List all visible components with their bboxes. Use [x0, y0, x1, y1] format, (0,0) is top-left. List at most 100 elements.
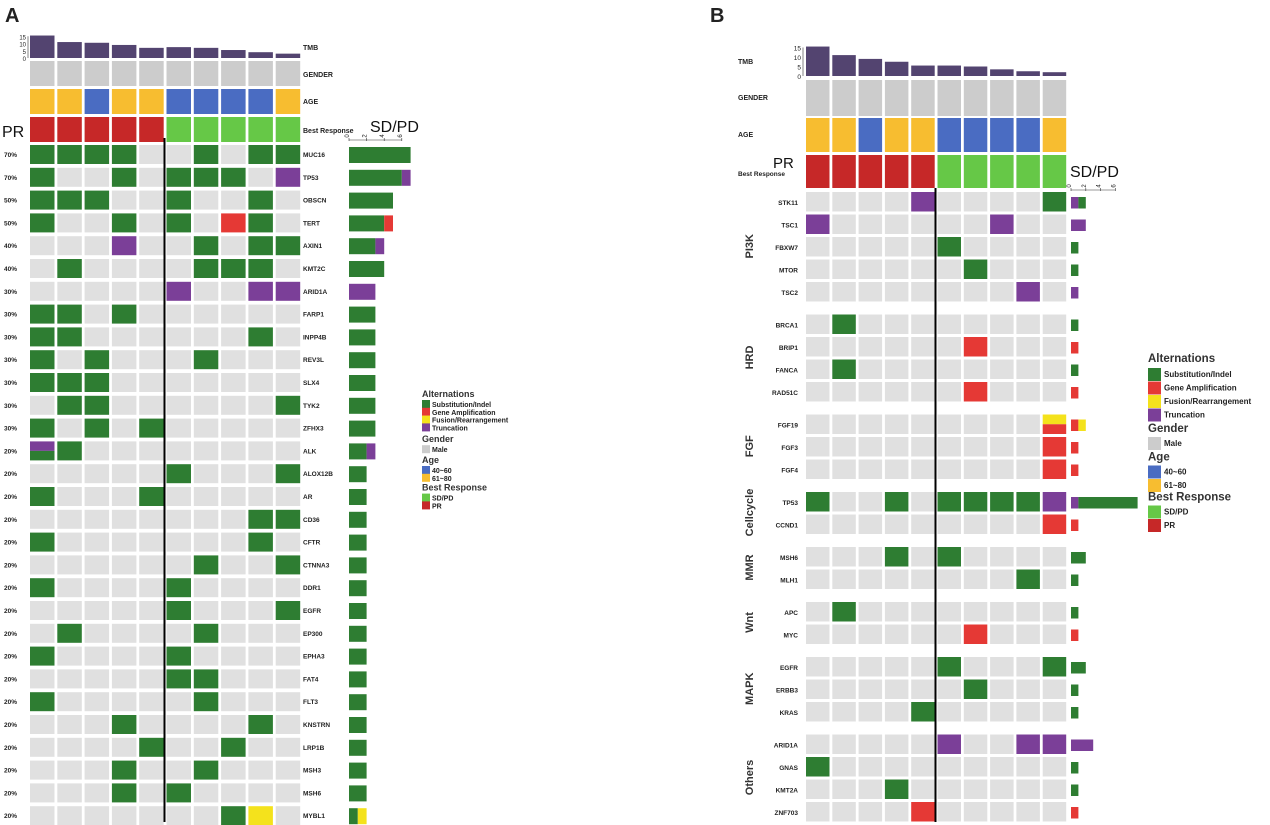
- mutation-cell: [911, 569, 935, 589]
- mutation-cell: [248, 692, 273, 712]
- mutation-cell: [806, 282, 830, 302]
- mutation-cell: [30, 623, 55, 643]
- mutation-cell: [1042, 657, 1067, 677]
- mutation-cell: [806, 657, 830, 677]
- mutation-cell: [30, 601, 55, 620]
- mutation-cell: [30, 350, 55, 370]
- mutation-cell: [911, 237, 935, 257]
- mutation-cell: [1042, 547, 1067, 567]
- frequency-bar-seg-0: [349, 557, 367, 574]
- mutation-cell: [221, 259, 246, 278]
- mutation-cell: [963, 624, 988, 644]
- mutation-cell: [221, 715, 246, 734]
- mutation-cell: [84, 236, 110, 256]
- mutation-cell: [990, 734, 1014, 754]
- mutation-cell: [963, 459, 988, 479]
- mutation-cell: [57, 646, 82, 666]
- mutation-cell: [221, 441, 246, 461]
- mutation-cell: [248, 578, 273, 598]
- mutation-cell: [166, 395, 191, 415]
- mutation-cell: [832, 702, 856, 722]
- gene-label: MSH6: [780, 555, 798, 562]
- mutation-cell: [806, 414, 830, 434]
- tmb-bar: [275, 53, 301, 58]
- mutation-cell: [858, 492, 883, 512]
- gene-percent: 20%: [4, 562, 17, 569]
- mutation-cell: [30, 487, 55, 506]
- gene-label: FGF19: [778, 423, 799, 430]
- pathway-label: PI3K: [744, 234, 756, 259]
- mutation-cell: [248, 737, 273, 757]
- mutation-cell: [858, 414, 883, 434]
- gene-label: FGF3: [781, 445, 798, 452]
- gene-label: BRIP1: [779, 345, 799, 352]
- gene-percent: 20%: [4, 654, 17, 661]
- mutation-cell: [963, 337, 988, 357]
- mutation-cell: [248, 601, 273, 620]
- bar-axis-tick-label: 6: [398, 134, 404, 138]
- mutation-cell: [221, 304, 246, 324]
- mutation-cell: [1016, 459, 1040, 479]
- mutation-cell: [275, 623, 301, 643]
- mutation-cell: [221, 806, 246, 825]
- mutation-cell: [111, 601, 137, 620]
- mutation-cell: [111, 692, 137, 712]
- mutation-cell: [166, 669, 191, 689]
- mutation-cell: [911, 624, 935, 644]
- annotation-label-tmb: TMB: [303, 45, 318, 52]
- mutation-cell: [990, 679, 1014, 699]
- mutation-cell: [111, 304, 137, 324]
- bar-axis-tick-label: 0: [345, 134, 351, 138]
- gene-percent: 20%: [4, 494, 17, 501]
- frequency-bar-seg-0: [349, 420, 376, 437]
- gene-label: KRAS: [780, 710, 799, 717]
- mutation-cell: [30, 281, 55, 301]
- gender-cell: [248, 61, 273, 86]
- mutation-cell: [990, 214, 1014, 234]
- mutation-cell: [111, 509, 137, 529]
- tmb-tick-label: 10: [19, 43, 26, 49]
- mutation-cell: [990, 414, 1014, 434]
- response-cell: [884, 155, 909, 188]
- mutation-cell: [1042, 359, 1067, 379]
- mutation-cell: [911, 757, 935, 777]
- legend-a-title-age: Age: [422, 455, 439, 465]
- tmb-tick-label: 15: [19, 35, 26, 41]
- mutation-cell: [1042, 569, 1067, 589]
- mutation-cell: [193, 487, 219, 506]
- mutation-cell: [1016, 679, 1040, 699]
- legend-title-gender: Gender: [1148, 423, 1189, 435]
- mutation-cell: [84, 464, 110, 484]
- mutation-cell: [57, 373, 82, 392]
- gene-percent: 20%: [4, 631, 17, 638]
- mutation-cell: [937, 624, 961, 644]
- mutation-cell: [884, 679, 909, 699]
- mutation-cell: [166, 692, 191, 712]
- age-cell: [84, 89, 110, 114]
- mutation-cell: [1042, 459, 1067, 479]
- mutation-cell: [111, 327, 137, 347]
- annotation-label-response: Best Response: [738, 171, 785, 178]
- mutation-cell: [1016, 757, 1040, 777]
- mutation-cell: [166, 760, 191, 780]
- legend-a-swatch: [422, 400, 430, 408]
- mutation-cell: [884, 547, 909, 567]
- mutation-cell: [248, 395, 273, 415]
- mutation-cell: [84, 418, 110, 438]
- mutation-cell: [884, 757, 909, 777]
- mutation-cell: [963, 382, 988, 402]
- mutation-cell: [57, 464, 82, 484]
- frequency-bar-seg-1: [366, 443, 376, 460]
- mutation-cell: [858, 437, 883, 457]
- frequency-bar-seg-1: [1078, 497, 1138, 509]
- mutation-cell: [84, 692, 110, 712]
- tmb-tick-label: 0: [797, 74, 801, 81]
- legend-swatch: [1148, 381, 1161, 395]
- mutation-cell: [806, 259, 830, 279]
- frequency-bar-seg-0: [349, 648, 367, 665]
- frequency-bar-seg-0: [349, 238, 376, 255]
- frequency-bar-seg-0: [349, 215, 385, 232]
- mutation-cell: [84, 737, 110, 757]
- mutation-cell: [84, 578, 110, 598]
- mutation-cell: [911, 259, 935, 279]
